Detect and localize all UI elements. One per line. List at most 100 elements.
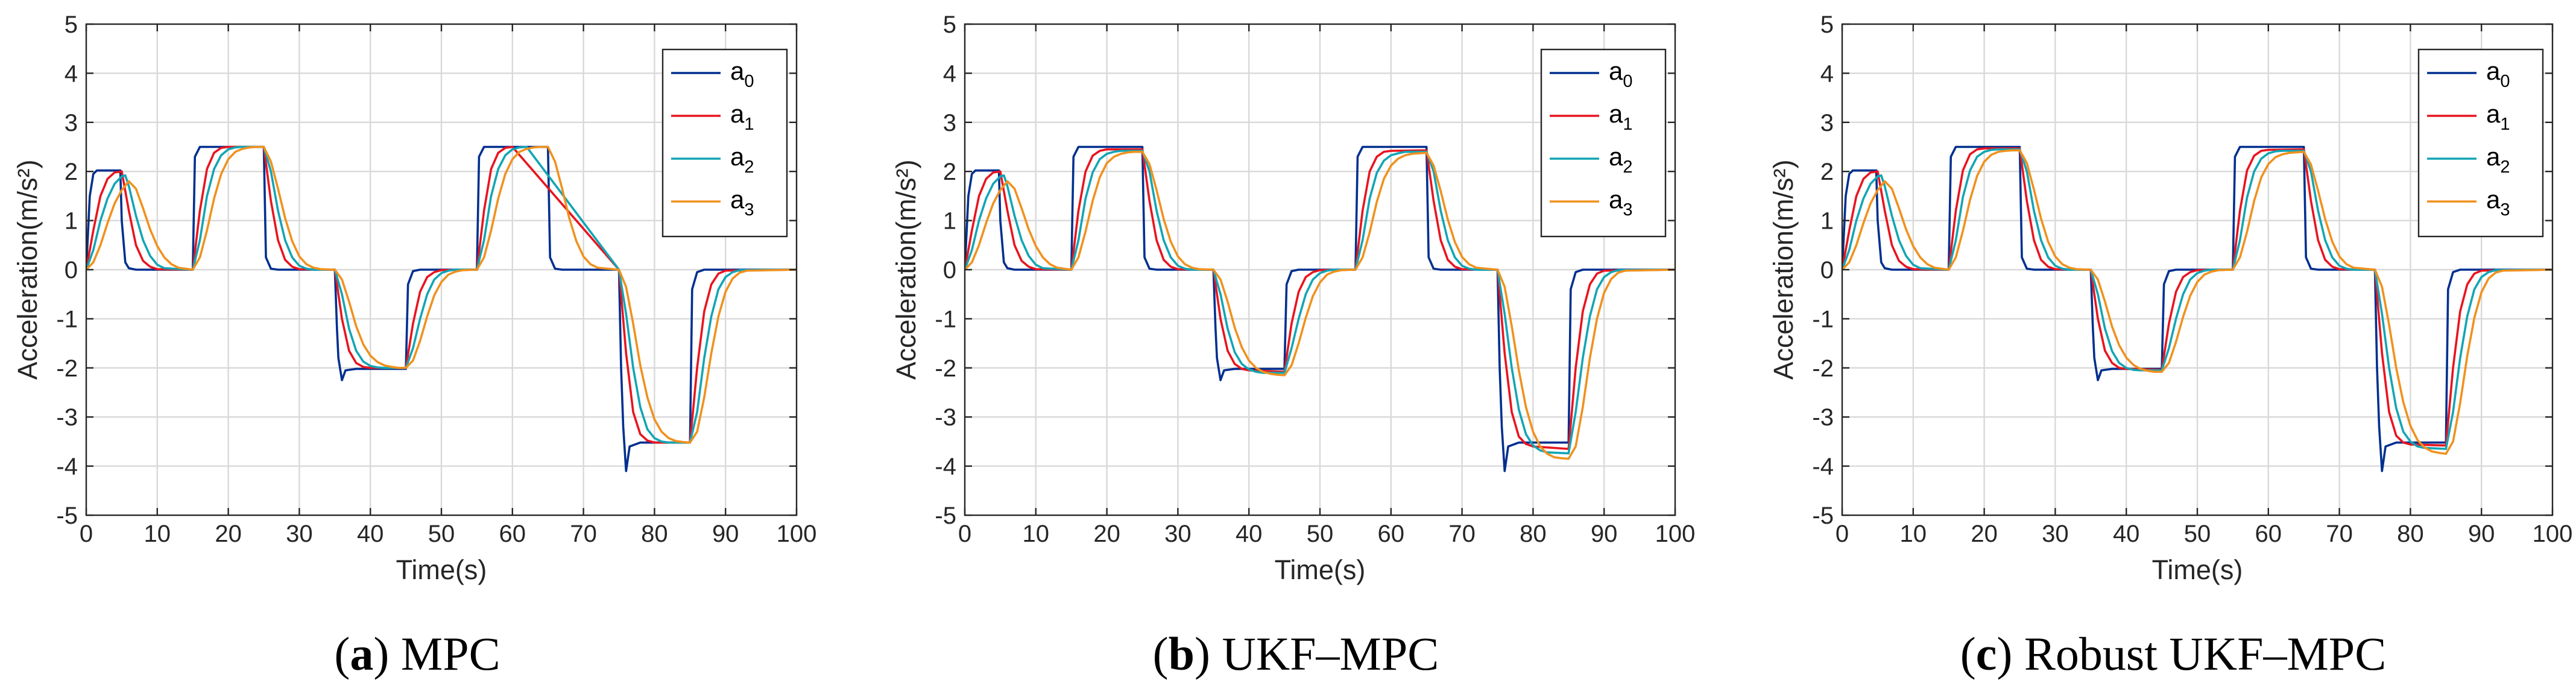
y-tick-label: 5	[1820, 11, 1834, 38]
y-tick-label: 0	[1820, 257, 1834, 284]
y-tick-label: -5	[1812, 503, 1834, 529]
y-tick-label: -1	[935, 306, 956, 332]
legend-label-a1: a1	[730, 100, 754, 134]
y-tick-label: 1	[65, 208, 78, 235]
y-axis-label: Acceleration(m/s²)	[1768, 159, 1799, 379]
legend: a0 a1 a2 a3	[1540, 48, 1667, 238]
x-tick-label: 40	[2113, 521, 2140, 547]
x-tick-label: 0	[1836, 521, 1849, 547]
y-tick-label: -5	[935, 503, 956, 529]
x-tick-label: 70	[1448, 521, 1476, 547]
y-axis-label: Acceleration(m/s²)	[12, 159, 43, 379]
x-tick-label: 10	[144, 521, 171, 547]
legend-label-a0: a0	[2486, 57, 2510, 91]
x-tick-label: 90	[712, 521, 739, 547]
legend-label-a2: a2	[730, 142, 754, 177]
x-tick-label: 20	[1093, 521, 1120, 547]
y-tick-label: -4	[56, 454, 78, 480]
caption: (a) MPC	[334, 627, 500, 680]
x-tick-label: 50	[2184, 521, 2211, 547]
x-axis-label: Time(s)	[2152, 554, 2243, 585]
x-tick-label: 0	[80, 521, 93, 547]
x-tick-label: 80	[2397, 521, 2424, 547]
x-tick-label: 20	[215, 521, 242, 547]
x-tick-label: 30	[1164, 521, 1192, 547]
series-line-a3	[86, 145, 797, 444]
x-tick-label: 100	[777, 521, 817, 547]
x-tick-label: 60	[499, 521, 526, 547]
caption: (c) Robust UKF–MPC	[1960, 627, 2386, 680]
caption: (b) UKF–MPC	[1153, 627, 1439, 680]
chart-panel-a: 0 10 20 30 40 50 60 70 80 90 100 -5 -4 -3 -2 -1 0 1 2 3 4 5 Ti…	[12, 11, 816, 680]
x-tick-label: 90	[1591, 521, 1618, 547]
x-tick-label: 30	[286, 521, 313, 547]
legend-label-a3: a3	[1609, 185, 1633, 220]
y-tick-label: 1	[943, 208, 956, 235]
x-tick-label: 10	[1900, 521, 1927, 547]
y-tick-label: 2	[65, 159, 78, 185]
series-group	[965, 145, 1675, 472]
y-tick-label: -2	[935, 355, 956, 382]
x-tick-label: 100	[2533, 521, 2573, 547]
y-tick-label: 3	[943, 110, 956, 136]
y-tick-label: 4	[1820, 60, 1834, 87]
x-tick-label: 80	[641, 521, 668, 547]
legend-label-a3: a3	[730, 185, 754, 220]
y-tick-label: 2	[943, 159, 956, 185]
x-tick-label: 10	[1023, 521, 1050, 547]
y-tick-label: -1	[56, 306, 78, 332]
y-tick-label: -5	[56, 503, 78, 529]
chart-panel-b: 0 10 20 30 40 50 60 70 80 90 100 -5 -4 -3 -2 -1 0 1 2 3 4 5 Ti…	[891, 11, 1695, 680]
x-tick-label: 70	[2326, 521, 2353, 547]
chart-panel-c: 0 10 20 30 40 50 60 70 80 90 100 -5 -4 -3 -2 -1 0 1 2 3 4 5 Ti…	[1768, 11, 2572, 680]
legend: a0 a1 a2 a3	[661, 48, 788, 238]
x-tick-label: 50	[1307, 521, 1334, 547]
y-tick-label: 4	[943, 60, 956, 87]
series-group	[1842, 145, 2552, 472]
x-tick-label: 20	[1971, 521, 1998, 547]
x-tick-label: 60	[2255, 521, 2282, 547]
series-group	[86, 145, 797, 472]
y-tick-label: 0	[65, 257, 78, 284]
y-tick-label: 2	[1820, 159, 1834, 185]
legend-label-a0: a0	[730, 57, 754, 91]
series-line-a3	[965, 150, 1675, 460]
series-line-a0	[86, 145, 797, 472]
y-tick-label: 1	[1820, 208, 1834, 235]
x-axis-label: Time(s)	[1275, 554, 1366, 585]
legend-box	[1540, 48, 1667, 238]
y-tick-label: -3	[1812, 404, 1834, 431]
x-tick-label: 40	[1236, 521, 1263, 547]
series-line-a3	[1842, 149, 2552, 455]
x-tick-label: 30	[2042, 521, 2069, 547]
y-tick-label: 3	[65, 110, 78, 136]
y-tick-label: -2	[56, 355, 78, 382]
y-axis-label: Acceleration(m/s²)	[891, 159, 921, 379]
y-tick-label: 4	[65, 60, 78, 87]
x-tick-label: 50	[428, 521, 455, 547]
legend-box	[2417, 48, 2544, 238]
legend-label-a1: a1	[2486, 100, 2510, 134]
legend-label-a3: a3	[2486, 185, 2510, 220]
legend: a0 a1 a2 a3	[2417, 48, 2544, 238]
x-tick-label: 60	[1378, 521, 1405, 547]
x-tick-label: 100	[1655, 521, 1696, 547]
x-tick-label: 70	[570, 521, 597, 547]
legend-label-a2: a2	[2486, 142, 2510, 177]
y-tick-label: -2	[1812, 355, 1834, 382]
series-line-a0	[965, 145, 1675, 472]
x-axis-label: Time(s)	[396, 554, 487, 585]
y-tick-label: -3	[56, 404, 78, 431]
y-tick-label: -3	[935, 404, 956, 431]
y-tick-label: 3	[1820, 110, 1834, 136]
x-tick-label: 80	[1520, 521, 1547, 547]
y-tick-label: -4	[1812, 454, 1834, 480]
series-line-a0	[1842, 145, 2552, 472]
y-tick-label: 5	[943, 11, 956, 38]
series-line-a1	[965, 148, 1675, 450]
x-tick-label: 90	[2468, 521, 2495, 547]
series-line-a2	[86, 145, 797, 444]
legend-box	[661, 48, 788, 238]
legend-label-a1: a1	[1609, 100, 1633, 134]
